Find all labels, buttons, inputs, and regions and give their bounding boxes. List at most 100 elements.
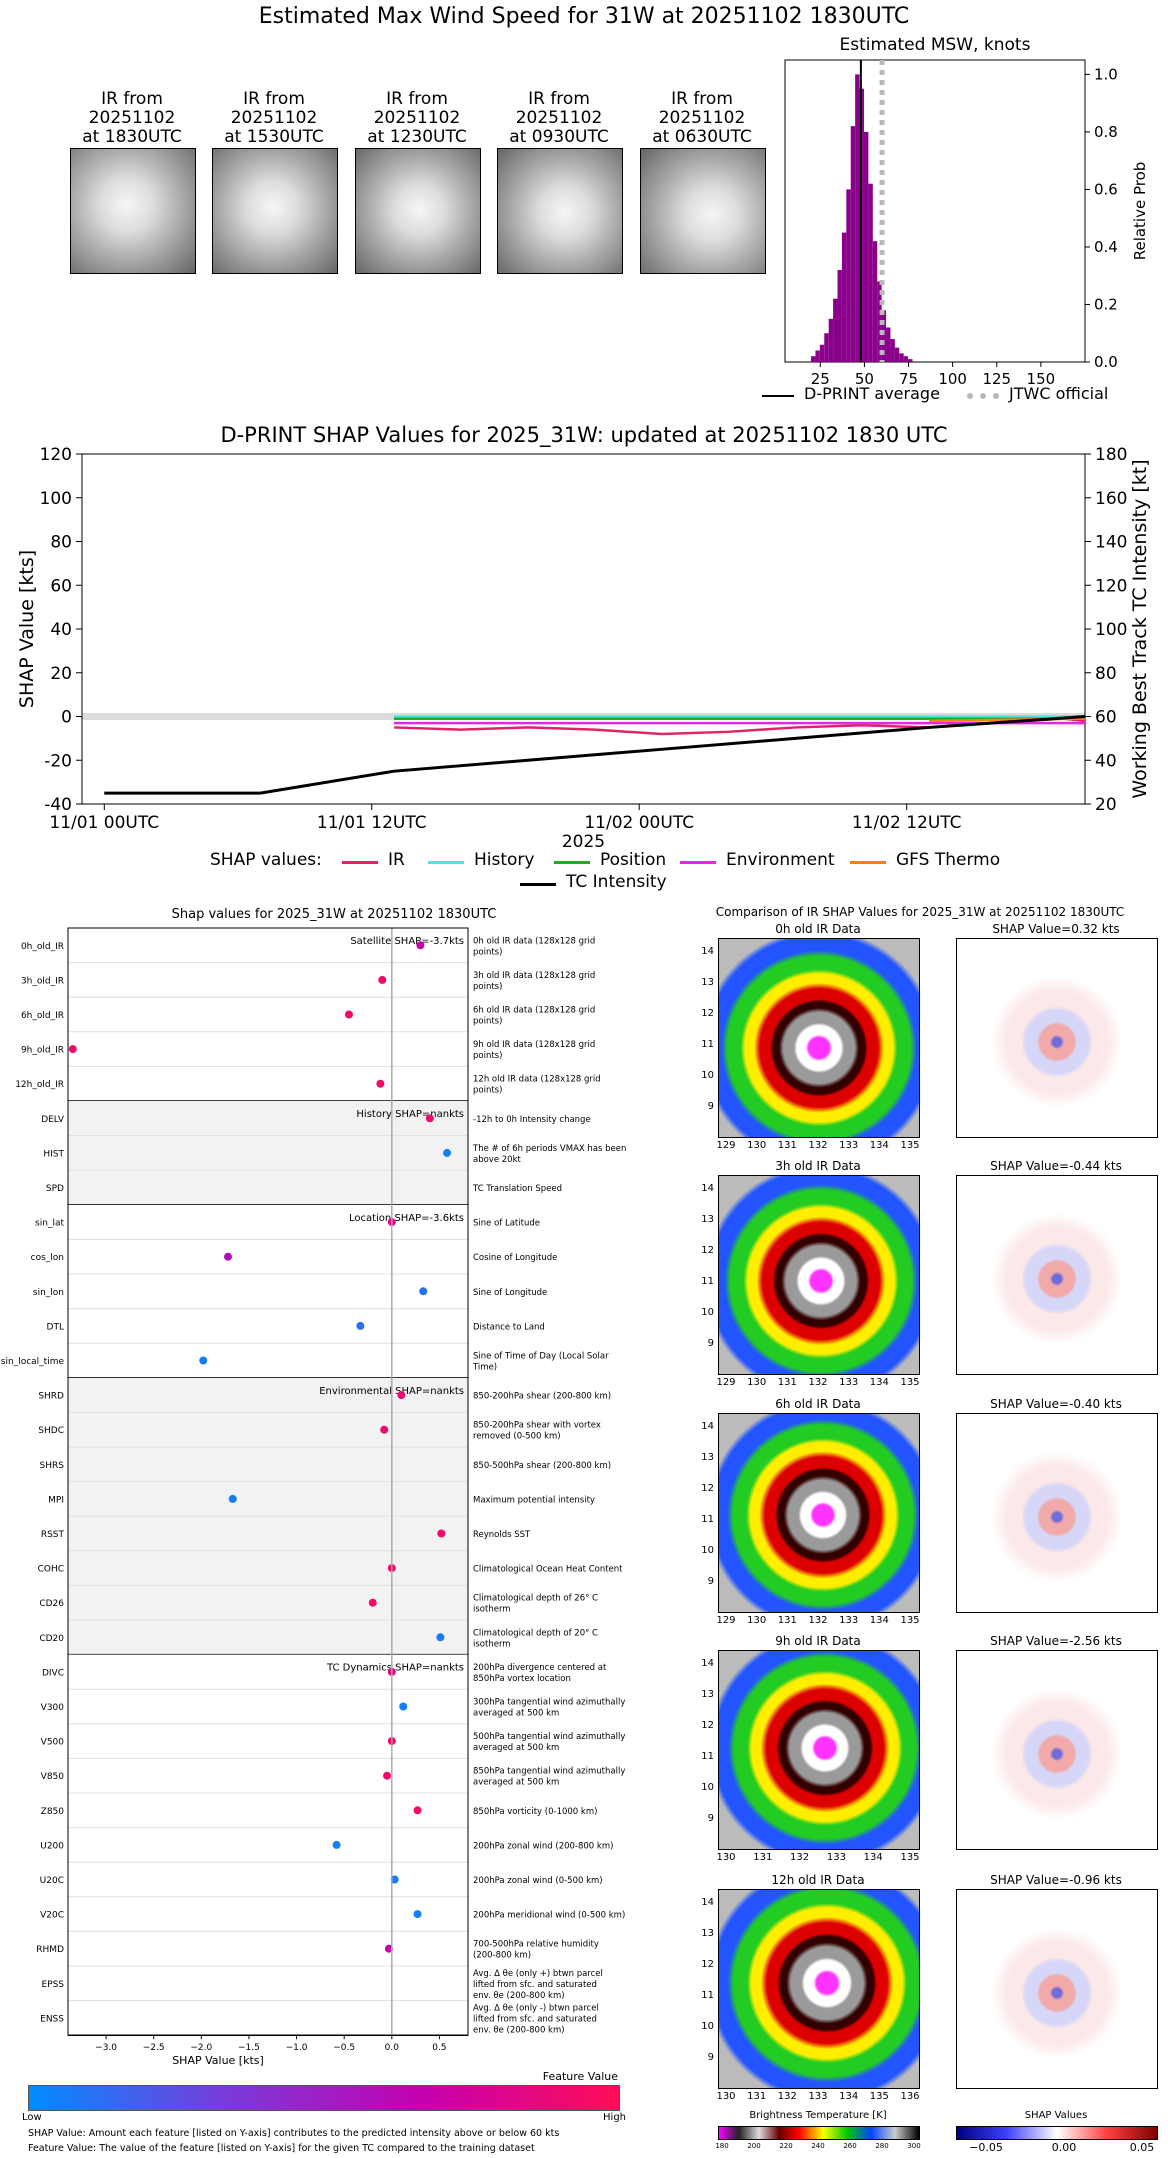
environment-legend-line (680, 861, 716, 864)
feature-shap-point (383, 1771, 392, 1780)
ir-brightness-map (718, 1413, 920, 1613)
ir-panel-title: 0h old IR Data (775, 922, 861, 936)
feature-shap-chart: Shap values for 2025_31W at 20251102 183… (1, 907, 627, 2067)
thumbnail-caption-line: at 1230UTC (367, 127, 467, 147)
histogram-y-tick-label: 0.6 (1094, 180, 1118, 198)
thumbnail-caption-line: 20251102 (230, 108, 318, 128)
histogram-y-tick-label: 0.4 (1094, 238, 1118, 256)
ir-panel-x-tick-label: 129 (716, 1377, 736, 1388)
bt-colorbar-title: Brightness Temperature [K] (749, 2110, 887, 2121)
shap-panel-title: SHAP Value=-0.44 kts (990, 1159, 1122, 1173)
feature-description: Cosine of Longitude (473, 1253, 557, 1263)
histogram-bar (868, 183, 873, 362)
feature-description: Avg. Δ θe (only -) btwn parcel (473, 2003, 599, 2013)
shap-panel-title: SHAP Value=-2.56 kts (990, 1634, 1122, 1648)
histogram-frame (784, 59, 1086, 363)
feature-x-tick-label: −2.5 (143, 2043, 165, 2053)
histogram-bar (811, 356, 816, 362)
feature-description: 6h old IR data (128x128 grid (473, 1006, 595, 1016)
series-tc-intensity-line (104, 715, 1086, 795)
feature-name: SHRS (40, 1461, 65, 1471)
ir-panel-y-tick-label: 14 (701, 1658, 714, 1669)
feature-x-tick-label: −1.0 (286, 2043, 308, 2053)
feature-shap-point (437, 1529, 446, 1538)
feature-name: V850 (41, 1772, 65, 1782)
bt-colorbar-tick-label: 200 (747, 2142, 761, 2150)
histogram-bar (877, 281, 882, 362)
shap-value-map (956, 1413, 1158, 1613)
feature-description: Time) (472, 1363, 497, 1373)
ir-panel-x-tick-label: 130 (716, 2091, 736, 2102)
ir-panel-x-tick-label: 131 (753, 1852, 773, 1863)
ir-panel-x-tick-label: 132 (790, 1852, 810, 1863)
timeseries-y2-tick-label: 40 (1095, 751, 1117, 771)
feature-name: 0h_old_IR (21, 942, 64, 952)
feature-description: 9h old IR data (128x128 grid (473, 1040, 595, 1050)
ir-panel-x-tick-label: 134 (863, 1852, 883, 1863)
timeseries-y-tick-label: -20 (44, 751, 72, 771)
timeseries-x-tick-label: 11/01 12UTC (317, 813, 427, 833)
ir-panel-x-tick-label: 132 (808, 1140, 828, 1151)
feature-description: 700-500hPa relative humidity (473, 1940, 599, 1950)
feature-group-label: History SHAP=nankts (356, 1109, 464, 1120)
histogram-bar (828, 318, 834, 362)
feature-description: (200-800 km) (473, 1951, 531, 1961)
feature-shap-point (199, 1356, 208, 1365)
feature-colorbar-low: Low (22, 2112, 42, 2123)
feature-shap-point (224, 1252, 232, 1261)
shap-panel-title: SHAP Value=-0.40 kts (990, 1397, 1122, 1411)
timeseries-y2-tick-label: 160 (1095, 489, 1127, 509)
histogram-y-tick-label: 0.2 (1094, 295, 1118, 313)
timeseries-y-tick-label: 100 (40, 489, 72, 509)
feature-name: ENSS (40, 2014, 64, 2024)
shap-value-map (956, 1650, 1158, 1850)
ir-panel-x-tick-label: 132 (808, 1377, 828, 1388)
feature-shap-point (416, 941, 425, 950)
feature-group-background (68, 1204, 468, 1378)
feature-name: EPSS (41, 1980, 64, 1990)
feature-name: HIST (43, 1149, 64, 1159)
feature-shap-point (436, 1633, 445, 1642)
ir-panel-x-tick-label: 131 (747, 2091, 767, 2102)
feature-shap-point (68, 1045, 77, 1054)
histogram-x-tick-label: 125 (982, 370, 1011, 388)
thumbnail-caption-line: 20251102 (658, 108, 746, 128)
thumbnail-caption-line: IR from (528, 89, 590, 109)
timeseries-y2-tick-label: 120 (1095, 576, 1127, 596)
histogram-bar (846, 189, 851, 362)
feature-description: above 20kt (473, 1155, 522, 1165)
histogram-y-tick-label: 0.8 (1094, 123, 1118, 141)
ir-brightness-map (718, 1650, 920, 1850)
feature-shap-point (443, 1148, 452, 1157)
feature-shap-point (332, 1840, 341, 1849)
shap-colorbar-title: SHAP Values (1024, 2110, 1088, 2121)
feature-description: points) (473, 1086, 502, 1096)
ir-panel-x-tick-label: 136 (900, 2091, 920, 2102)
feature-name: V20C (40, 1911, 64, 1921)
bt-colorbar-tick-label: 280 (875, 2142, 889, 2150)
ir-panel-x-tick-label: 134 (839, 2091, 859, 2102)
histogram-bar (850, 126, 856, 363)
dprint-legend-line (762, 395, 794, 397)
feature-name: U200 (40, 1841, 64, 1851)
bt-colorbar-gradient (718, 2126, 920, 2140)
feature-description: Sine of Latitude (473, 1219, 540, 1229)
feature-description: 12h old IR data (128x128 grid (473, 1075, 601, 1085)
feature-colorbar-gradient (28, 2085, 620, 2111)
ir-thumbnail-image (355, 148, 481, 274)
ir-panel-y-tick-label: 14 (701, 1897, 714, 1908)
histogram-bar (819, 344, 825, 362)
shap-value-map (956, 1889, 1158, 2089)
gfs-legend-line (850, 861, 886, 864)
ir-panel-x-tick-label: 130 (747, 1140, 767, 1151)
histogram-bar (872, 241, 878, 362)
ir-panel-x-tick-label: 134 (869, 1615, 889, 1626)
feature-name: RHMD (36, 1945, 64, 1955)
feature-value-note: Feature Value: The value of the feature … (28, 2143, 535, 2154)
feature-group-label: Satellite SHAP=-3.7kts (350, 936, 464, 947)
feature-x-label: SHAP Value [kts] (172, 2054, 264, 2067)
feature-description: 850hPa tangential wind azimuthally (473, 1767, 625, 1777)
feature-shap-point (344, 1010, 353, 1019)
timeseries-y-tick-label: 60 (50, 576, 72, 596)
feature-description: 200hPa zonal wind (200-800 km) (473, 1841, 613, 1851)
